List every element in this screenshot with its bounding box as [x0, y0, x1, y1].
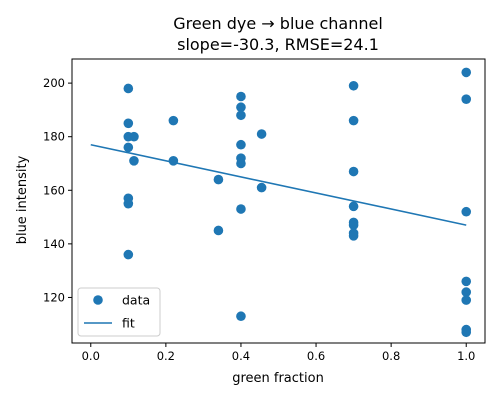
- data-point: [168, 115, 179, 126]
- data-point: [236, 311, 246, 322]
- data-point: [168, 156, 179, 166]
- data-point: [348, 231, 359, 241]
- legend: data fit: [77, 287, 161, 337]
- x-tick-label: 0.4: [232, 349, 250, 363]
- data-point: [348, 201, 359, 212]
- data-point: [348, 166, 359, 177]
- data-point: [213, 225, 224, 236]
- data-point: [256, 182, 267, 193]
- legend-data-marker: [93, 295, 103, 305]
- data-point: [213, 174, 224, 185]
- data-point: [256, 129, 267, 139]
- data-point: [461, 276, 472, 287]
- data-point: [236, 204, 246, 214]
- x-tick-label: 1.0: [457, 349, 475, 363]
- data-point: [123, 249, 134, 260]
- x-axis-label: green fraction: [232, 371, 324, 386]
- data-point: [461, 287, 472, 297]
- x-tick-label: 0.8: [382, 349, 400, 363]
- data-point: [461, 327, 472, 338]
- data-point: [461, 206, 472, 217]
- data-point: [129, 131, 139, 142]
- data-point: [236, 158, 246, 169]
- x-tick-label: 0.2: [157, 349, 175, 363]
- data-point: [236, 102, 246, 113]
- data-point: [348, 115, 359, 126]
- x-tick-label: 0.0: [82, 349, 100, 363]
- data-point: [461, 94, 472, 104]
- y-axis-label: blue intensity: [15, 155, 30, 244]
- data-point: [129, 156, 139, 166]
- legend-label-data: data: [122, 293, 150, 308]
- data-point: [123, 198, 134, 209]
- y-tick-label: 120: [43, 290, 65, 304]
- axes-layer: 0.0 0.2 0.4 0.6 0.8 1.0 120 140 160 180 200: [43, 58, 486, 363]
- fit-line-layer: [90, 143, 467, 226]
- legend-label-fit: fit: [122, 316, 135, 331]
- data-point: [348, 80, 359, 91]
- data-point: [461, 67, 472, 78]
- y-tick-label: 140: [43, 237, 65, 251]
- fit-line: [90, 143, 467, 226]
- chart-title-line2: slope=-30.3, RMSE=24.1: [177, 35, 379, 54]
- data-point: [461, 295, 472, 305]
- chart-title-line1: Green dye → blue channel: [173, 14, 383, 33]
- data-point: [123, 83, 134, 94]
- data-point: [236, 91, 246, 102]
- data-point: [123, 142, 134, 153]
- x-tick-label: 0.6: [307, 349, 325, 363]
- data-points-layer: [123, 67, 472, 338]
- data-point: [348, 220, 359, 230]
- plot-frame: [71, 58, 486, 344]
- data-point: [236, 139, 246, 150]
- data-point: [236, 110, 246, 121]
- y-tick-label: 160: [43, 183, 65, 197]
- data-point: [123, 118, 134, 129]
- y-tick-label: 200: [43, 76, 65, 90]
- y-tick-label: 180: [43, 130, 65, 144]
